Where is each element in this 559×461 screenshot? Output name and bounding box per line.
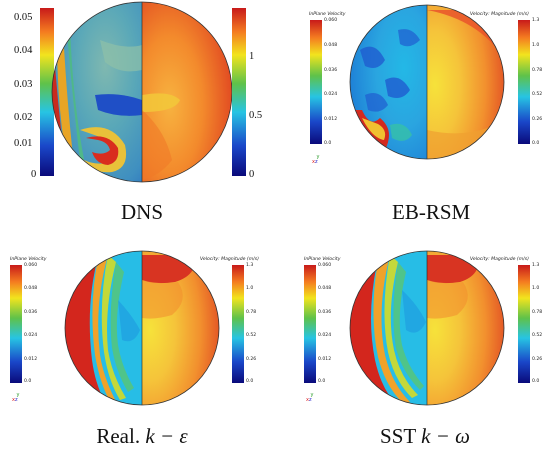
sstkw-right-tick-4: 0.26 [532, 357, 543, 362]
sstkw-right-tick-1: 1.0 [532, 286, 540, 291]
ebrsm-left-tick-0: 0.060 [324, 18, 338, 23]
ebrsm-caption: EB-RSM [392, 200, 471, 224]
ebrsm-axes-triad: y xz [312, 155, 324, 165]
dns-left-tick-4: 0.01 [14, 138, 33, 149]
realke-right-tick-0: 1.3 [246, 263, 254, 268]
realke-axis-y: y [16, 392, 20, 398]
realke-left-tick-5: 0.0 [24, 379, 32, 384]
realke-right-colorbar [232, 265, 244, 383]
realke-caption: Real. k − ε [82, 424, 202, 449]
sstkw-axes-triad: y xz [306, 393, 318, 403]
dns-left-tick-3: 0.02 [14, 112, 33, 123]
dns-left-tick-2: 0.03 [14, 79, 33, 90]
dns-left-tick-1: 0.04 [14, 45, 33, 56]
sstkw-right-tick-2: 0.78 [532, 310, 543, 315]
dns-contour-plot [51, 1, 233, 183]
realke-right-cbar-title: Velocity: Magnitude (m/s) [200, 257, 259, 262]
dns-right-colorbar [232, 8, 246, 176]
realke-right-tick-3: 0.52 [246, 333, 257, 338]
realke-caption-math: k − ε [145, 424, 188, 448]
realke-right-tick-4: 0.26 [246, 357, 257, 362]
dns-right-tick-2: 0 [249, 169, 255, 180]
sstkw-axis-y: y [310, 392, 314, 398]
sstkw-right-tick-0: 1.3 [532, 263, 540, 268]
realke-caption-text: Real. [96, 424, 141, 448]
ebrsm-axis-z: z [314, 159, 318, 165]
realke-right-tick-2: 0.78 [246, 310, 257, 315]
sstkw-axis-z: z [308, 397, 312, 403]
realke-left-colorbar [10, 265, 22, 383]
sstkw-left-tick-2: 0.036 [318, 310, 332, 315]
panel-realke: InPlane Velocity 0.060 0.048 0.036 0.024… [0, 230, 280, 461]
ebrsm-axis-y: y [316, 154, 320, 160]
ebrsm-left-tick-2: 0.036 [324, 68, 338, 73]
realke-left-tick-2: 0.036 [24, 310, 38, 315]
realke-left-cbar-title: InPlane Velocity [10, 257, 47, 262]
sstkw-caption-math: k − ω [421, 424, 470, 448]
dns-left-tick-0: 0.05 [14, 12, 33, 23]
realke-axes-triad: y xz [12, 393, 24, 403]
panel-ebrsm: InPlane Velocity 0.060 0.048 0.036 0.024… [280, 0, 559, 230]
panel-dns: 0.05 0.04 0.03 0.02 0.01 0 1 0.5 0 DNS [0, 0, 280, 230]
sstkw-contour-plot [349, 250, 505, 406]
realke-right-tick-5: 0.0 [246, 379, 254, 384]
ebrsm-right-tick-0: 1.3 [532, 18, 540, 23]
dns-caption: DNS [120, 200, 163, 224]
sstkw-left-cbar-title: InPlane Velocity [304, 257, 341, 262]
sstkw-axis-x: x [306, 397, 309, 403]
ebrsm-left-colorbar [310, 20, 322, 144]
ebrsm-right-colorbar [518, 20, 530, 144]
realke-left-tick-3: 0.024 [24, 333, 38, 338]
sstkw-right-colorbar [518, 265, 530, 383]
ebrsm-contour-plot [349, 4, 505, 160]
realke-axis-z: z [14, 397, 18, 403]
ebrsm-left-tick-1: 0.048 [324, 43, 338, 48]
ebrsm-right-tick-2: 0.78 [532, 68, 543, 73]
realke-axis-x: x [12, 397, 15, 403]
dns-right-tick-0: 1 [249, 51, 255, 62]
ebrsm-left-tick-5: 0.0 [324, 141, 332, 146]
sstkw-left-tick-5: 0.0 [318, 379, 326, 384]
ebrsm-right-tick-5: 0.0 [532, 141, 540, 146]
ebrsm-right-tick-4: 0.26 [532, 117, 543, 122]
ebrsm-right-tick-3: 0.52 [532, 92, 543, 97]
ebrsm-axis-x: x [312, 159, 315, 165]
ebrsm-left-tick-3: 0.024 [324, 92, 338, 97]
sstkw-left-tick-0: 0.060 [318, 263, 332, 268]
realke-contour-plot [64, 250, 220, 406]
realke-right-tick-1: 1.0 [246, 286, 254, 291]
realke-left-tick-1: 0.048 [24, 286, 38, 291]
dns-right-tick-1: 0.5 [249, 110, 263, 121]
ebrsm-left-cbar-title: InPlane Velocity [309, 12, 346, 17]
dns-left-tick-5: 0 [31, 169, 37, 180]
sstkw-right-tick-5: 0.0 [532, 379, 540, 384]
sstkw-left-tick-3: 0.024 [318, 333, 332, 338]
realke-left-tick-0: 0.060 [24, 263, 38, 268]
realke-left-tick-4: 0.012 [24, 357, 38, 362]
sstkw-right-cbar-title: Velocity: Magnitude (m/s) [470, 257, 529, 262]
sstkw-caption: SST k − ω [370, 424, 480, 449]
sstkw-right-tick-3: 0.52 [532, 333, 543, 338]
sstkw-left-tick-4: 0.012 [318, 357, 332, 362]
ebrsm-left-tick-4: 0.012 [324, 117, 338, 122]
sstkw-left-tick-1: 0.048 [318, 286, 332, 291]
dns-left-colorbar [40, 8, 54, 176]
sstkw-caption-text: SST [380, 424, 416, 448]
ebrsm-right-cbar-title: Velocity: Magnitude (m/s) [470, 12, 529, 17]
sstkw-left-colorbar [304, 265, 316, 383]
panel-sstkw: InPlane Velocity 0.060 0.048 0.036 0.024… [280, 230, 559, 461]
ebrsm-right-tick-1: 1.0 [532, 43, 540, 48]
